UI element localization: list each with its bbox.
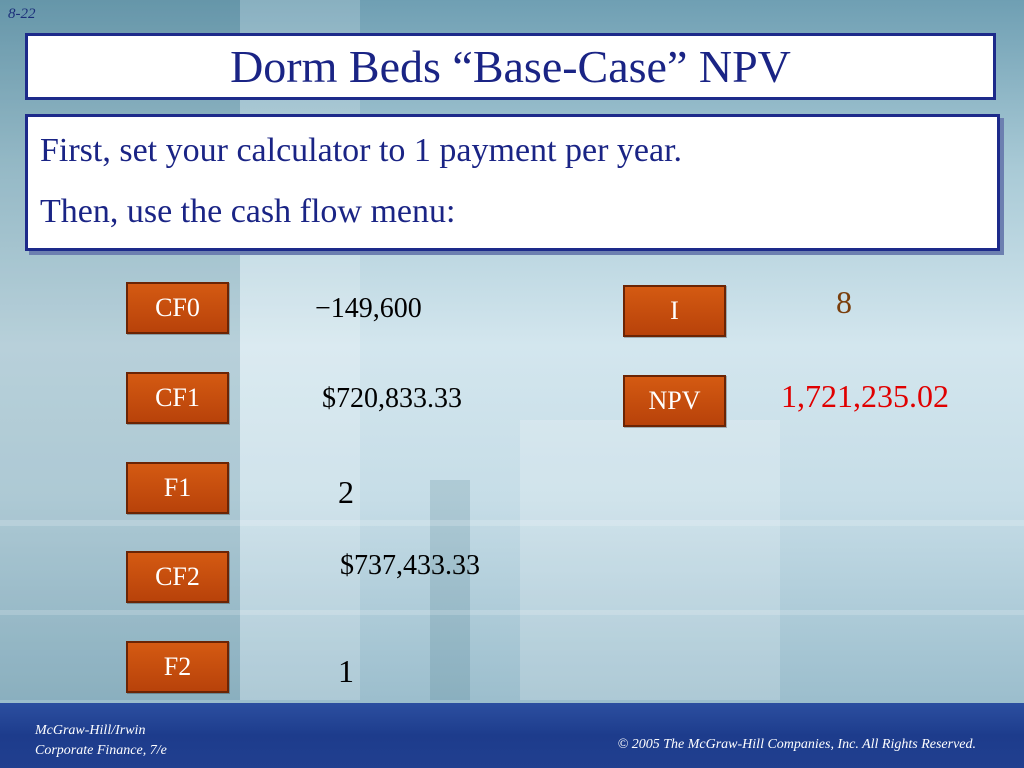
f2-key[interactable]: F2 <box>126 641 229 693</box>
f2-value: 1 <box>338 653 354 689</box>
title-box: Dorm Beds “Base-Case” NPV <box>25 33 996 100</box>
cf1-key[interactable]: CF1 <box>126 372 229 424</box>
footer-book: Corporate Finance, 7/e <box>35 743 167 758</box>
footer-left: McGraw-Hill/Irwin Corporate Finance, 7/e <box>35 721 167 761</box>
slide-title: Dorm Beds “Base-Case” NPV <box>230 41 791 92</box>
interest-value: 8 <box>836 284 852 320</box>
footer-copyright: © 2005 The McGraw-Hill Companies, Inc. A… <box>617 737 976 752</box>
cf0-key[interactable]: CF0 <box>126 282 229 334</box>
cf2-value: $737,433.33 <box>340 550 480 581</box>
cf0-value: −149,600 <box>315 293 422 324</box>
npv-value: 1,721,235.02 <box>781 378 949 414</box>
instructions-box: First, set your calculator to 1 payment … <box>25 114 1000 251</box>
instruction-line-1: First, set your calculator to 1 payment … <box>40 132 683 169</box>
cf1-value: $720,833.33 <box>322 383 462 414</box>
cf2-key[interactable]: CF2 <box>126 551 229 603</box>
npv-key[interactable]: NPV <box>623 375 726 427</box>
f1-key[interactable]: F1 <box>126 462 229 514</box>
footer-bar: McGraw-Hill/Irwin Corporate Finance, 7/e… <box>0 703 1024 768</box>
instruction-line-2: Then, use the cash flow menu: <box>40 193 456 230</box>
f1-value: 2 <box>338 474 354 510</box>
footer-publisher: McGraw-Hill/Irwin <box>35 723 146 738</box>
slide-number: 8-22 <box>8 6 36 22</box>
interest-key[interactable]: I <box>623 285 726 337</box>
